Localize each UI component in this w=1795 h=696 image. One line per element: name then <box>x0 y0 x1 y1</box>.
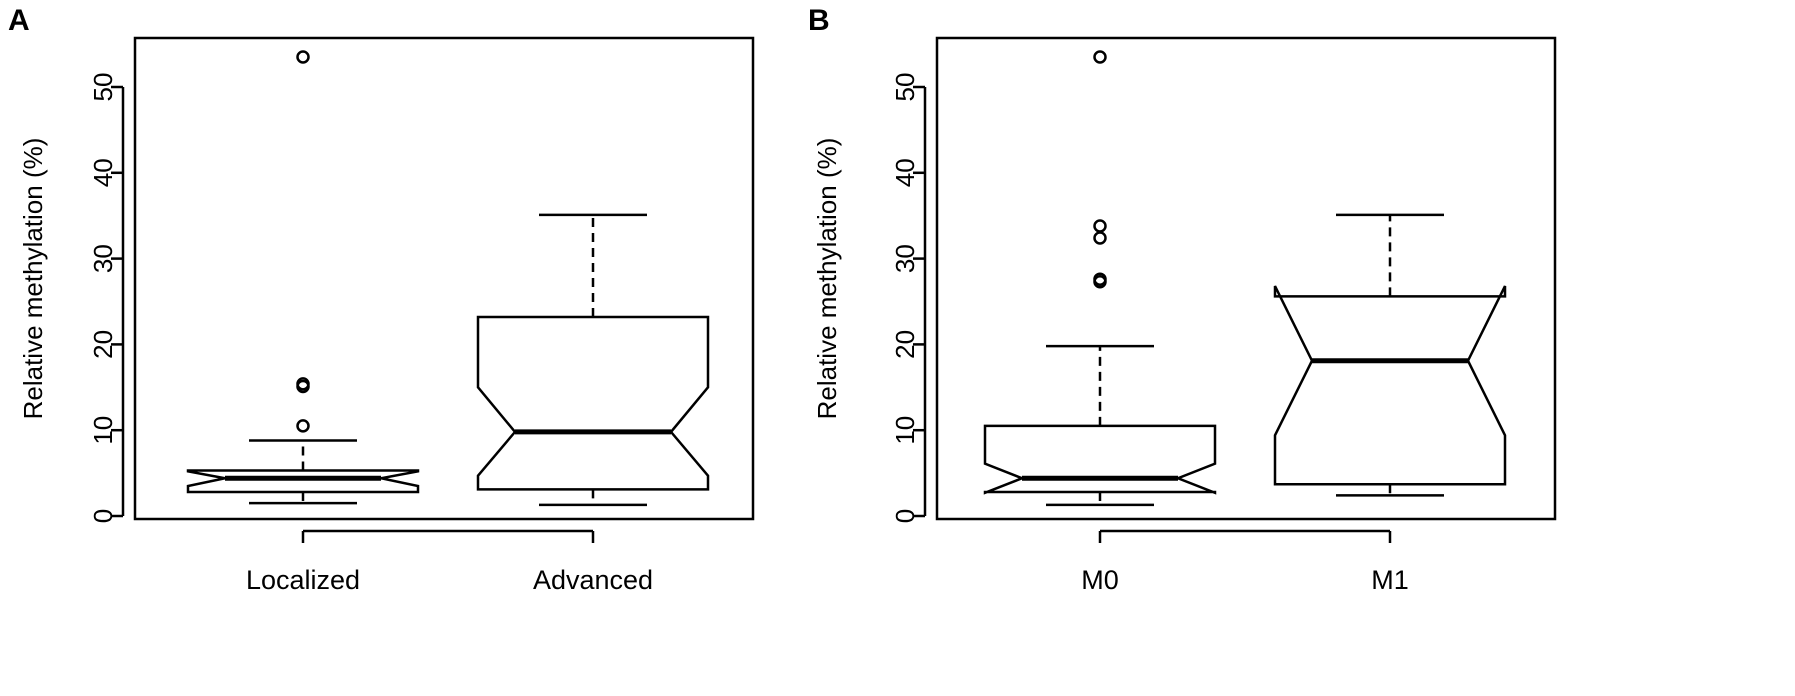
y-tick-label: 40 <box>88 158 118 187</box>
y-tick-label: 20 <box>88 330 118 359</box>
outlier-point <box>296 419 310 433</box>
x-category-label: M1 <box>1371 565 1409 595</box>
outlier-point <box>1093 50 1107 64</box>
y-tick-label: 30 <box>890 244 920 273</box>
outlier-point <box>1093 231 1107 245</box>
panel-b: B 0 10 20 30 40 50 Relative methylation (%) M0 M1 <box>808 4 1557 595</box>
y-tick-label: 0 <box>88 509 118 523</box>
outlier-point <box>1093 272 1107 286</box>
y-axis-label: Relative methylation (%) <box>18 138 48 420</box>
plot-frame <box>935 36 1557 521</box>
outlier-point <box>296 377 310 391</box>
outlier-point <box>1093 219 1107 233</box>
x-category-label: Advanced <box>533 565 653 595</box>
y-tick-label: 30 <box>88 244 118 273</box>
y-tick-label: 50 <box>88 73 118 102</box>
y-tick-label: 10 <box>88 416 118 445</box>
y-tick-label: 20 <box>890 330 920 359</box>
x-category-label: M0 <box>1081 565 1119 595</box>
y-tick-label: 10 <box>890 416 920 445</box>
y-tick-label: 40 <box>890 158 920 187</box>
x-category-label: Localized <box>246 565 360 595</box>
notched-box <box>1273 285 1507 486</box>
outlier-point <box>296 50 310 64</box>
plot-frame <box>133 36 755 521</box>
box-localized <box>186 50 420 505</box>
y-axis-label: Relative methylation (%) <box>812 138 842 420</box>
y-tick-label: 0 <box>890 509 920 523</box>
y-tick-label: 50 <box>890 73 920 102</box>
box-advanced <box>476 213 710 507</box>
notched-box <box>186 469 420 494</box>
panel-letter: A <box>8 4 30 37</box>
notched-box <box>983 424 1217 495</box>
notched-box <box>476 315 710 491</box>
box-m0 <box>983 50 1217 507</box>
panel-letter: B <box>808 4 830 37</box>
panel-a: A 0 10 20 30 40 50 Relative methylation (%) Loca… <box>8 4 755 595</box>
box-m1 <box>1273 213 1507 497</box>
